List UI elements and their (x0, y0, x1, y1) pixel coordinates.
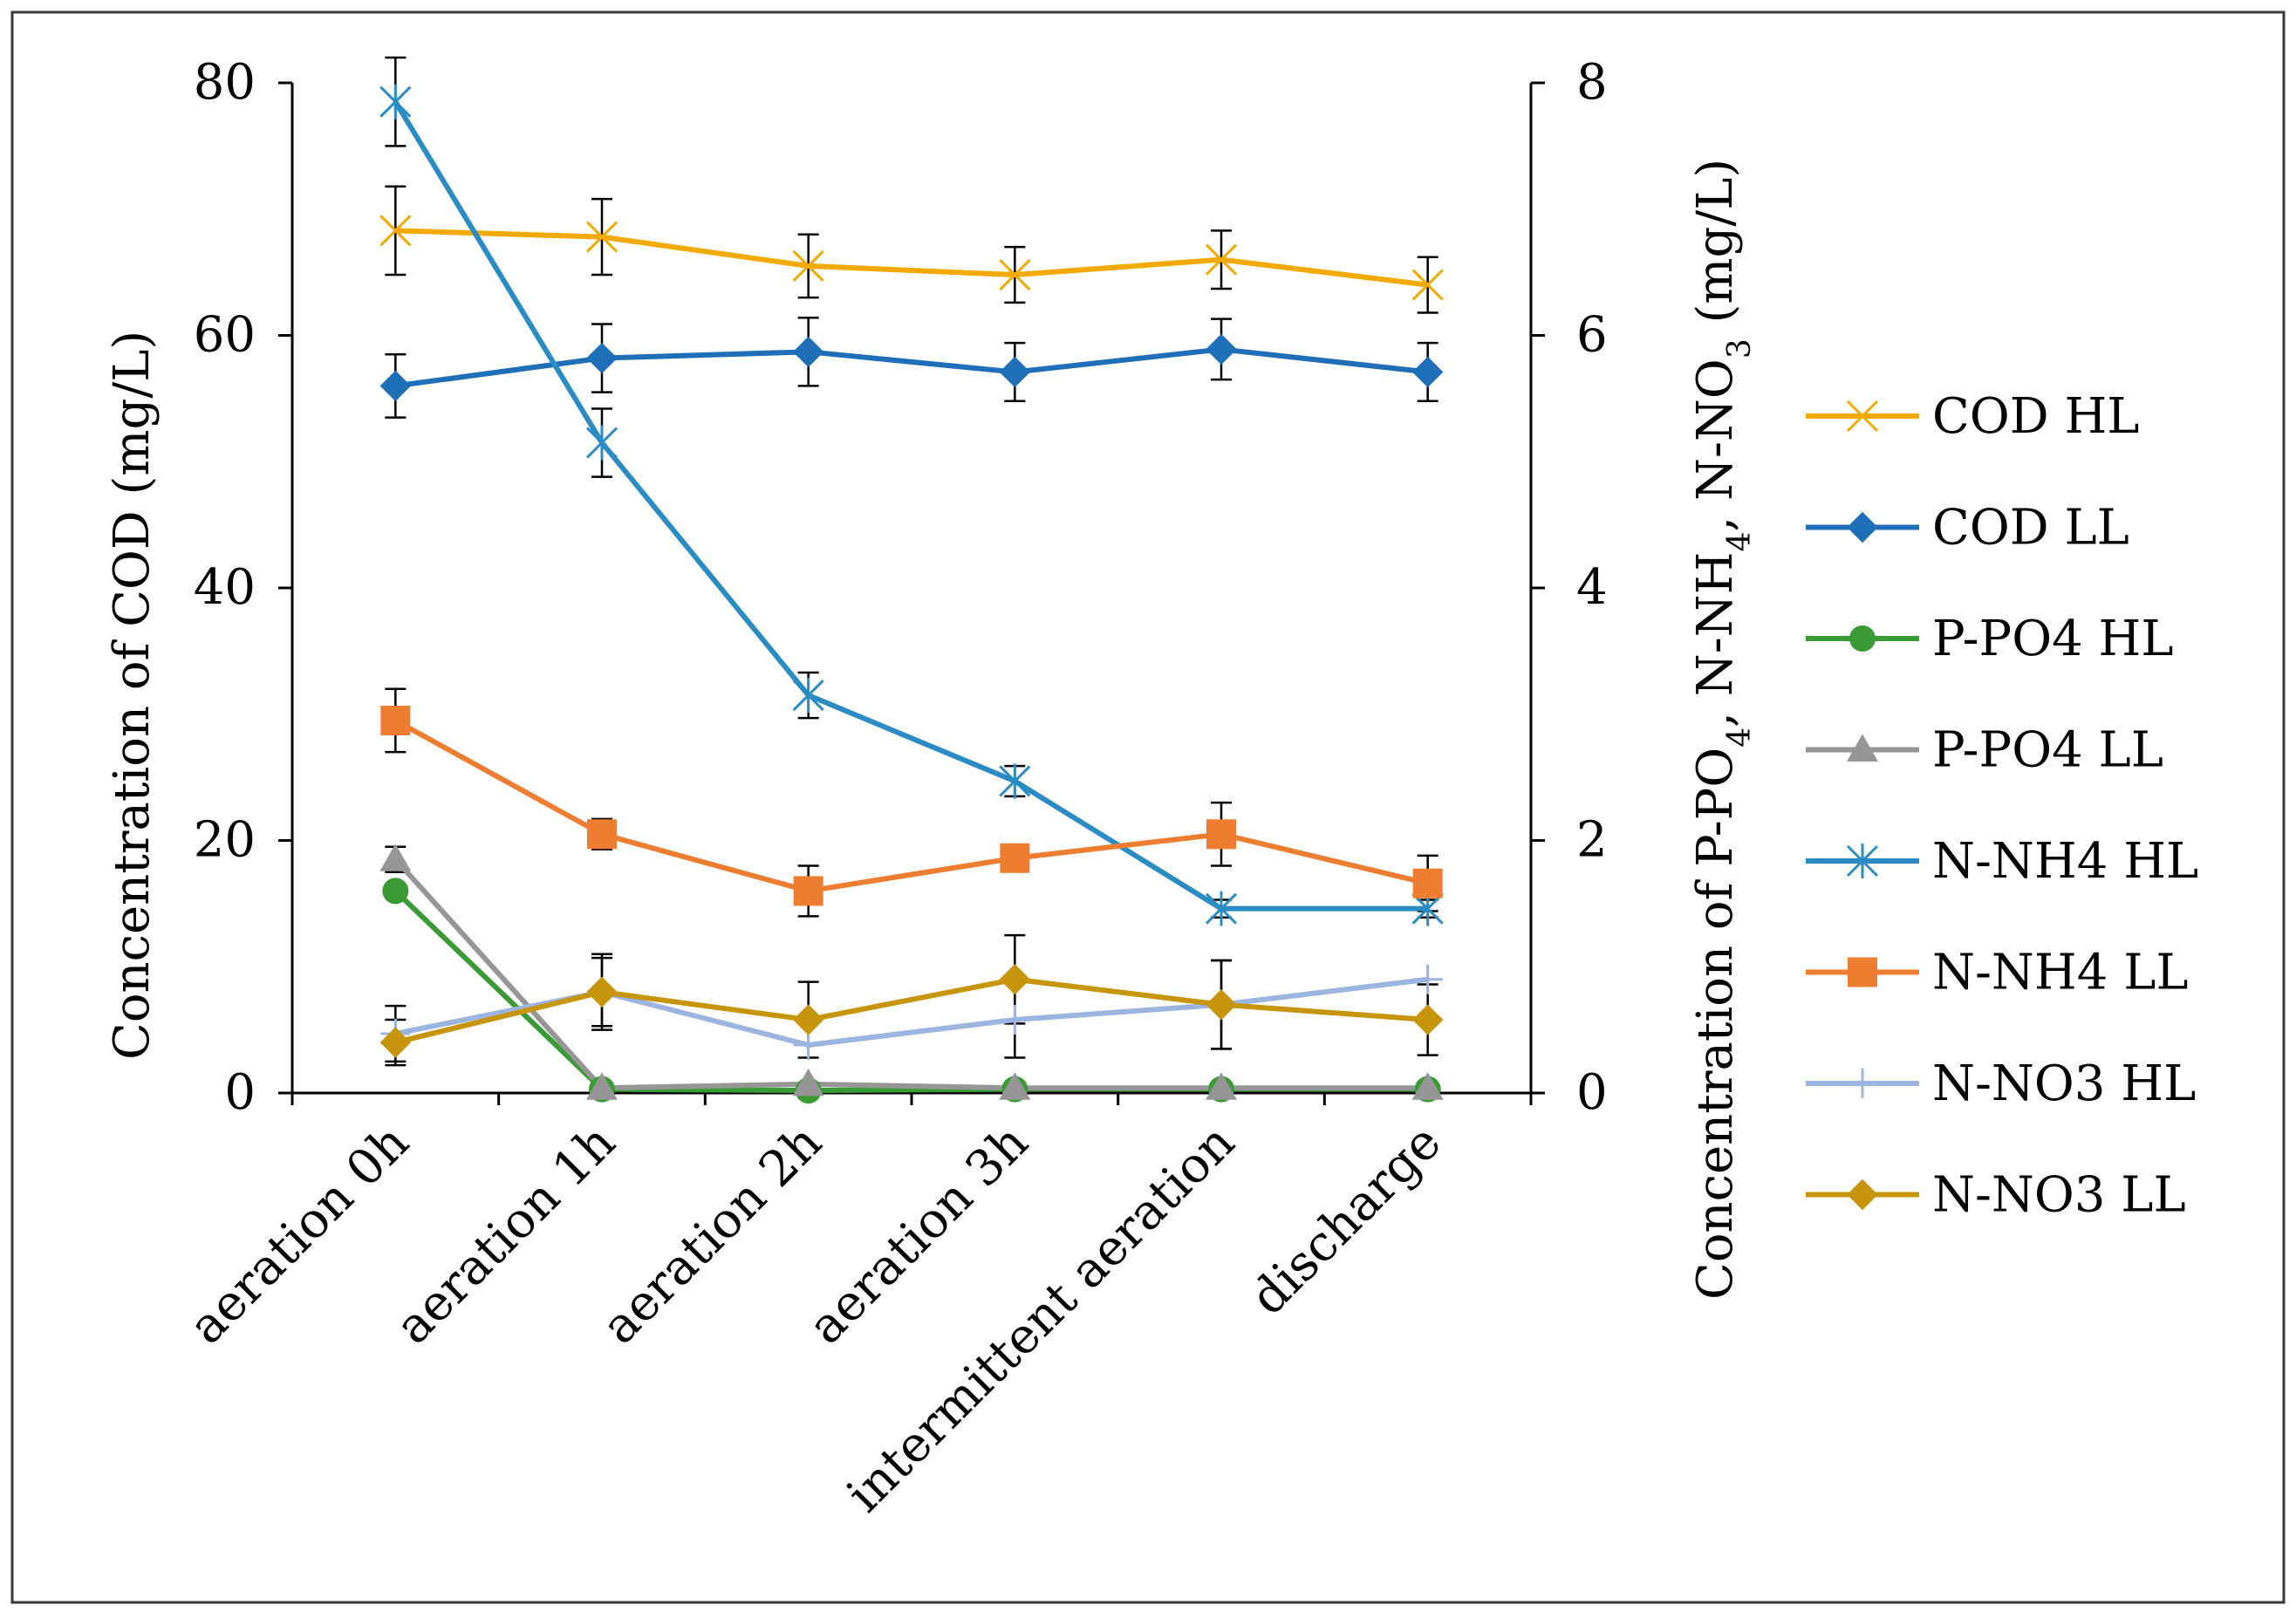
legend-marker-n-nh4-ll (1848, 957, 1877, 987)
point-n-nh4-ll (380, 705, 411, 735)
point-n-nh4-hl (585, 425, 618, 461)
point-cod-hl (1205, 243, 1238, 276)
legend-label-p-po4-ll: P-PO4 LL (1932, 722, 2163, 779)
point-cod-hl (792, 249, 824, 282)
right-tick-label: 2 (1576, 812, 1608, 869)
legend-label-n-no3-ll: N-NO3 LL (1932, 1167, 2186, 1224)
left-tick-label: 0 (224, 1064, 256, 1121)
legend-marker-cod-hl (1846, 400, 1879, 433)
point-p-po4-ll (999, 1072, 1031, 1100)
point-cod-ll (379, 370, 412, 402)
point-cod-ll (792, 336, 824, 368)
legend-label-cod-hl: COD HL (1932, 388, 2139, 445)
series-line-n-nh4-ll (393, 718, 1429, 894)
point-cod-hl (585, 221, 618, 253)
point-n-no3-ll (586, 976, 618, 1008)
point-n-no3-ll (1206, 988, 1237, 1021)
point-cod-ll (1411, 356, 1444, 388)
right-tick-label: 0 (1576, 1064, 1608, 1121)
point-p-po4-ll (792, 1068, 824, 1096)
point-n-nh4-ll (1206, 819, 1236, 850)
left-tick-label: 80 (194, 54, 256, 111)
series-line-p-po4-ll (393, 857, 1428, 1091)
point-p-po4-ll (379, 844, 412, 871)
point-cod-hl (999, 258, 1031, 291)
point-n-nh4-ll (587, 819, 617, 850)
legend-marker-n-no3-ll (1847, 1178, 1878, 1211)
series-markers (379, 84, 1444, 1104)
point-n-no3-hl (1412, 964, 1443, 994)
point-n-no3-ll (999, 964, 1031, 995)
right-tick-label: 4 (1576, 559, 1608, 616)
axes: 0 20 40 60 80 0 2 4 6 8 (194, 54, 1608, 1121)
legend-marker-n-no3-hl (1848, 1069, 1877, 1098)
left-tick-label: 20 (194, 812, 256, 869)
series-line-cod-ll (394, 346, 1428, 389)
point-n-nh4-hl (379, 84, 412, 120)
figure-border (10, 10, 2286, 1604)
series-line-cod-hl (395, 228, 1429, 288)
legend-marker-p-po4-hl (1849, 625, 1876, 652)
point-p-po4-ll (586, 1072, 618, 1100)
series-line-n-nh4-hl (393, 100, 1428, 912)
point-n-nh4-hl (792, 678, 824, 714)
legend-marker-n-nh4-hl (1846, 844, 1879, 878)
legend: COD HL COD LL P-PO4 HL P-PO4 LL N-NH4 HL N-NH… (1806, 388, 2198, 1224)
series-lines (393, 100, 1429, 1094)
legend-label-n-nh4-hl: N-NH4 HL (1932, 833, 2198, 890)
point-p-po4-hl (382, 878, 409, 905)
point-n-nh4-hl (999, 763, 1031, 799)
legend-label-p-po4-hl: P-PO4 HL (1932, 611, 2174, 667)
point-n-no3-ll (1411, 1004, 1444, 1035)
left-tick-label: 40 (194, 559, 256, 616)
series-line-n-no3-ll (394, 976, 1428, 1046)
point-cod-hl (1411, 269, 1444, 301)
legend-label-cod-ll: COD LL (1932, 500, 2129, 557)
point-cod-hl (379, 215, 412, 247)
point-n-nh4-hl (1205, 891, 1238, 926)
point-n-no3-ll (792, 1004, 824, 1035)
point-p-po4-ll (1411, 1072, 1444, 1100)
point-n-no3-ll (379, 1027, 412, 1058)
legend-marker-p-po4-ll (1847, 734, 1878, 762)
point-n-nh4-ll (1412, 868, 1443, 898)
point-n-nh4-ll (1000, 843, 1030, 873)
point-cod-ll (1206, 333, 1237, 365)
right-tick-label: 6 (1576, 307, 1608, 364)
legend-label-n-no3-hl: N-NO3 HL (1932, 1055, 2196, 1112)
right-axis-title: Concentration of P-PO4, N-NH4, N-NO3 (mg… (1687, 159, 1758, 1300)
point-n-nh4-ll (793, 876, 823, 906)
left-axis-title: Concentration of COD (mg/L) (104, 331, 161, 1060)
right-tick-label: 8 (1576, 54, 1608, 111)
point-p-po4-ll (1206, 1072, 1237, 1100)
left-tick-label: 60 (194, 307, 256, 364)
point-cod-ll (999, 356, 1031, 388)
point-cod-ll (586, 342, 618, 374)
legend-label-n-nh4-ll: N-NH4 LL (1932, 945, 2189, 1001)
point-n-no3-hl (1000, 1005, 1030, 1035)
legend-marker-cod-ll (1847, 511, 1878, 543)
